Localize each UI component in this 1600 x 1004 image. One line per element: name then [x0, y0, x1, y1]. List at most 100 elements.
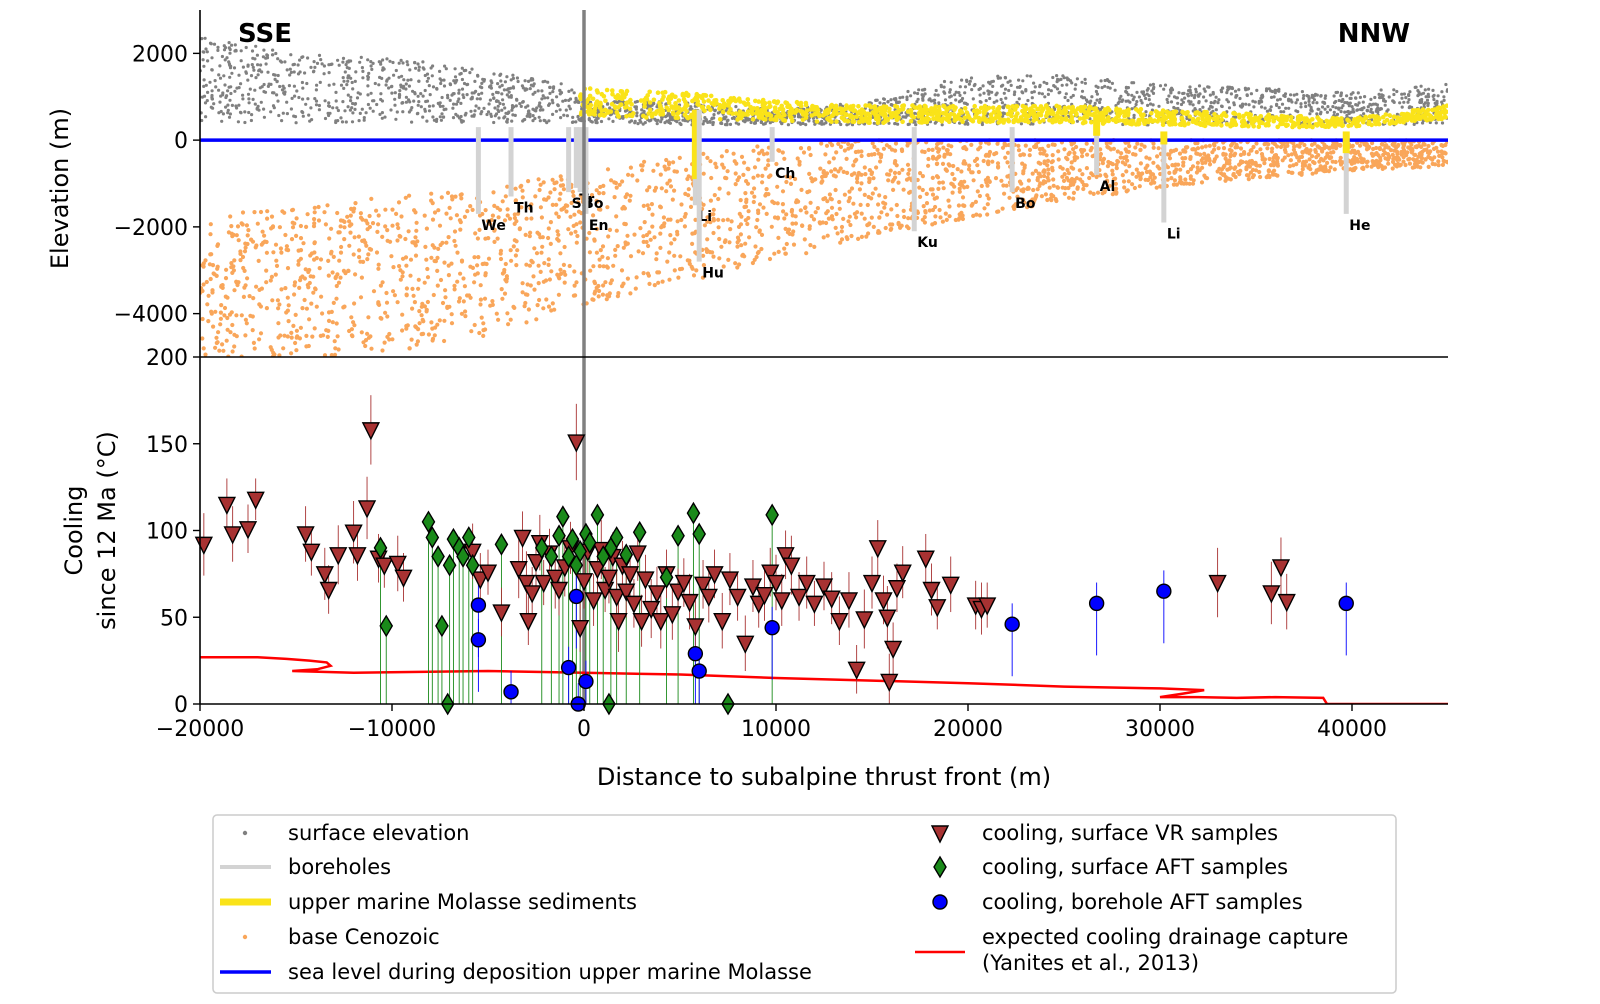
base-cenozoic-point-point [626, 277, 630, 281]
surface-elevation-point-point [319, 58, 322, 61]
surface-elevation-point-point [398, 62, 401, 65]
base-cenozoic-point-point [312, 250, 316, 254]
base-cenozoic-point-point [750, 191, 754, 195]
base-cenozoic-point-point [603, 280, 607, 284]
surface-elevation-point-point [228, 116, 231, 119]
base-cenozoic-point-point [541, 235, 545, 239]
surface-elevation-point-point [878, 101, 881, 104]
surface-elevation-point-point [218, 101, 221, 104]
base-cenozoic-point-point [1080, 172, 1084, 176]
base-cenozoic-point-point [524, 320, 528, 324]
base-cenozoic-point-point [1217, 146, 1221, 150]
surface-elevation-point-point [1132, 98, 1135, 101]
base-cenozoic-point-point [216, 330, 220, 334]
surface-elevation-point-point [511, 74, 514, 77]
base-cenozoic-point-point [1167, 171, 1171, 175]
base-cenozoic-point-point [413, 235, 417, 239]
surface-elevation-point-point [1441, 121, 1444, 124]
base-cenozoic-point-point [957, 216, 961, 220]
surface-elevation-point-point [359, 112, 362, 115]
base-cenozoic-point-point [1034, 169, 1038, 173]
base-cenozoic-point-point [1204, 176, 1208, 180]
surface-elevation-point-point [385, 83, 388, 86]
base-cenozoic-point-point [839, 145, 843, 149]
base-cenozoic-point-point [907, 168, 911, 172]
surface-elevation-point-point [426, 73, 429, 76]
base-cenozoic-point-point [557, 276, 561, 280]
base-cenozoic-point-point [421, 319, 425, 323]
surface-elevation-point-point [497, 105, 500, 108]
base-cenozoic-point-point [658, 246, 662, 250]
base-cenozoic-point-point [443, 295, 447, 299]
base-cenozoic-point-point [820, 175, 824, 179]
surface-elevation-point-point [1076, 77, 1079, 80]
surface-elevation-point-point [1128, 101, 1131, 104]
base-cenozoic-point-point [380, 235, 384, 239]
surface-elevation-point-point [1007, 89, 1010, 92]
base-cenozoic-point-point [563, 273, 567, 277]
base-cenozoic-point-point [822, 169, 826, 173]
base-cenozoic-point-point [846, 219, 850, 223]
base-cenozoic-point-point [1302, 143, 1306, 147]
surface-elevation-point-point [438, 70, 441, 73]
surface-elevation-point-point [405, 96, 408, 99]
surface-elevation-point-point [895, 101, 898, 104]
base-cenozoic-point-point [851, 163, 855, 167]
surface-elevation-point-point [398, 89, 401, 92]
base-cenozoic-point-point [307, 268, 311, 272]
base-cenozoic-point-point [245, 223, 249, 227]
base-cenozoic-point-point [486, 236, 490, 240]
surface-elevation-point-point [263, 116, 266, 119]
base-cenozoic-point-point [1264, 142, 1268, 146]
surface-elevation-point-point [1193, 96, 1196, 99]
surface-elevation-point-point [894, 97, 897, 100]
base-cenozoic-point-point [921, 218, 925, 222]
surface-elevation-point-point [527, 109, 530, 112]
base-cenozoic-point-point [796, 200, 800, 204]
base-cenozoic-point-point [518, 227, 522, 231]
surface-elevation-point-point [968, 83, 971, 86]
surface-elevation-point-point [426, 80, 429, 83]
base-cenozoic-point-point [299, 326, 303, 330]
base-cenozoic-point-point [906, 172, 910, 176]
base-cenozoic-point-point [457, 299, 461, 303]
base-cenozoic-point-point [645, 240, 649, 244]
base-cenozoic-point-point [506, 322, 510, 326]
base-cenozoic-point-point [1229, 152, 1233, 156]
surface-elevation-point-point [226, 89, 229, 92]
surface-elevation-point-point [257, 109, 260, 112]
surface-elevation-point-point [465, 83, 468, 86]
base-cenozoic-point-point [1183, 177, 1187, 181]
base-cenozoic-point-point [207, 294, 211, 298]
surface-elevation-point-point [1043, 81, 1046, 84]
base-cenozoic-point-point [425, 309, 429, 313]
base-cenozoic-point-point [487, 257, 491, 261]
base-cenozoic-point-point [357, 248, 361, 252]
base-cenozoic-point-point [884, 226, 888, 230]
surface-elevation-point-point [944, 98, 947, 101]
base-cenozoic-point-point [987, 142, 991, 146]
base-cenozoic-point-point [969, 143, 973, 147]
base-cenozoic-point-point [269, 226, 273, 230]
base-cenozoic-point-point [1216, 169, 1220, 173]
base-cenozoic-point-point [290, 237, 294, 241]
surface-elevation-point-point [1326, 111, 1329, 114]
surface-elevation-point-point [1152, 86, 1155, 89]
base-cenozoic-point-point [659, 173, 663, 177]
base-cenozoic-point-point [656, 163, 660, 167]
surface-elevation-point-point [462, 96, 465, 99]
base-cenozoic-point-point [872, 152, 876, 156]
surface-elevation-point-point [569, 107, 572, 110]
base-cenozoic-point-point [962, 180, 966, 184]
base-cenozoic-point-point [1275, 157, 1279, 161]
surface-elevation-point-point [503, 106, 506, 109]
base-cenozoic-point-point [214, 336, 218, 340]
base-cenozoic-point-point [1331, 150, 1335, 154]
base-cenozoic-point-point [1235, 145, 1239, 149]
base-cenozoic-point-point [936, 175, 940, 179]
base-cenozoic-point-point [734, 182, 738, 186]
base-cenozoic-point-point [628, 194, 632, 198]
base-cenozoic-point-point [434, 259, 438, 263]
surface-elevation-point-point [996, 75, 999, 78]
base-cenozoic-point-point [334, 276, 338, 280]
